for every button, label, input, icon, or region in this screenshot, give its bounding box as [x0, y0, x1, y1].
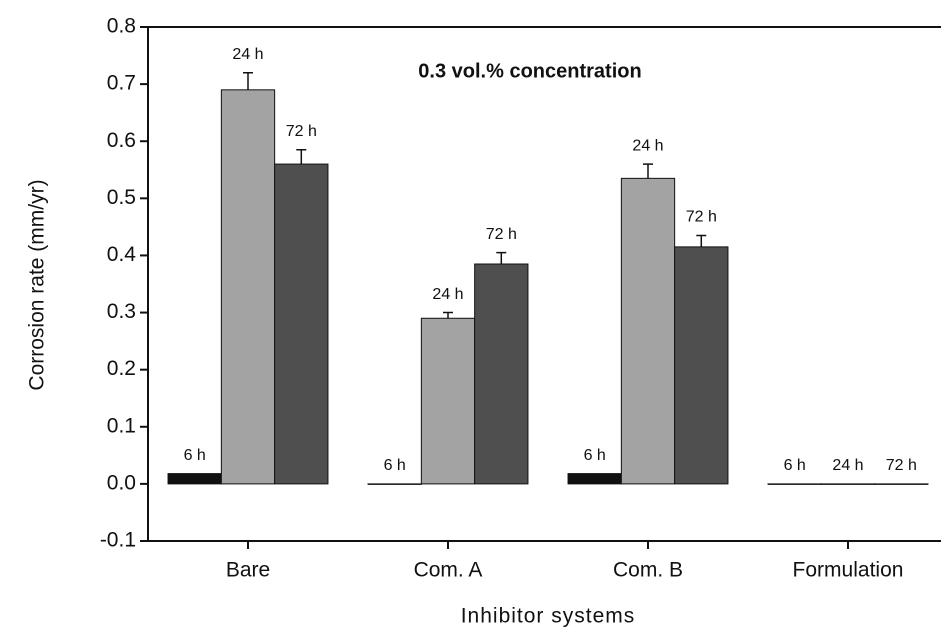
y-tick-label: 0.2 [107, 357, 136, 380]
bar-label: 6 h [784, 457, 806, 474]
y-tick-label: 0.6 [107, 129, 136, 152]
bar-label: 6 h [584, 447, 606, 464]
bar [767, 483, 822, 485]
y-tick-label: 0.4 [107, 243, 137, 266]
annotation: 0.3 vol.% concentration [418, 60, 641, 82]
y-axis-label: Corrosion rate (mm/yr) [26, 179, 49, 390]
bar-label: 24 h [232, 46, 263, 63]
y-tick-label: 0.5 [107, 186, 136, 209]
x-axis-label: Inhibitor systems [461, 605, 636, 628]
bar [220, 89, 276, 485]
bar-label: 72 h [886, 457, 917, 474]
y-tick-label: 0.7 [107, 72, 136, 95]
bar-label: 6 h [384, 457, 406, 474]
bar [620, 177, 676, 485]
bar [474, 263, 529, 485]
y-tick-label: 0.3 [107, 300, 136, 323]
bar-label: 72 h [686, 209, 717, 226]
bar [874, 483, 929, 485]
bar [367, 483, 422, 485]
bar [420, 317, 476, 485]
x-tick-label: Formulation [793, 559, 904, 582]
bar-label: 6 h [184, 447, 206, 464]
error-bar [296, 149, 307, 165]
bar-label: 24 h [632, 137, 663, 154]
y-tick-label: 0.1 [107, 414, 136, 437]
x-tick-label: Com. B [613, 559, 683, 582]
bar [274, 163, 329, 485]
x-tick-label: Bare [226, 559, 270, 582]
x-tick-label: Com. A [414, 559, 483, 582]
bar [167, 473, 222, 485]
y-tick-label: 0.0 [107, 471, 136, 494]
y-tick-label: 0.8 [107, 15, 136, 38]
error-bar [696, 234, 707, 247]
error-bar [443, 311, 453, 319]
bar [567, 473, 622, 485]
bar-label: 24 h [432, 286, 463, 303]
bar [674, 246, 729, 485]
bar-label: 72 h [486, 226, 517, 243]
error-bar [496, 251, 507, 265]
bar-label: 24 h [832, 457, 863, 474]
bar-label: 72 h [286, 123, 317, 140]
bar [820, 483, 876, 485]
y-tick-label: -0.1 [100, 529, 136, 552]
error-bar [243, 71, 253, 90]
error-bar [643, 163, 653, 179]
